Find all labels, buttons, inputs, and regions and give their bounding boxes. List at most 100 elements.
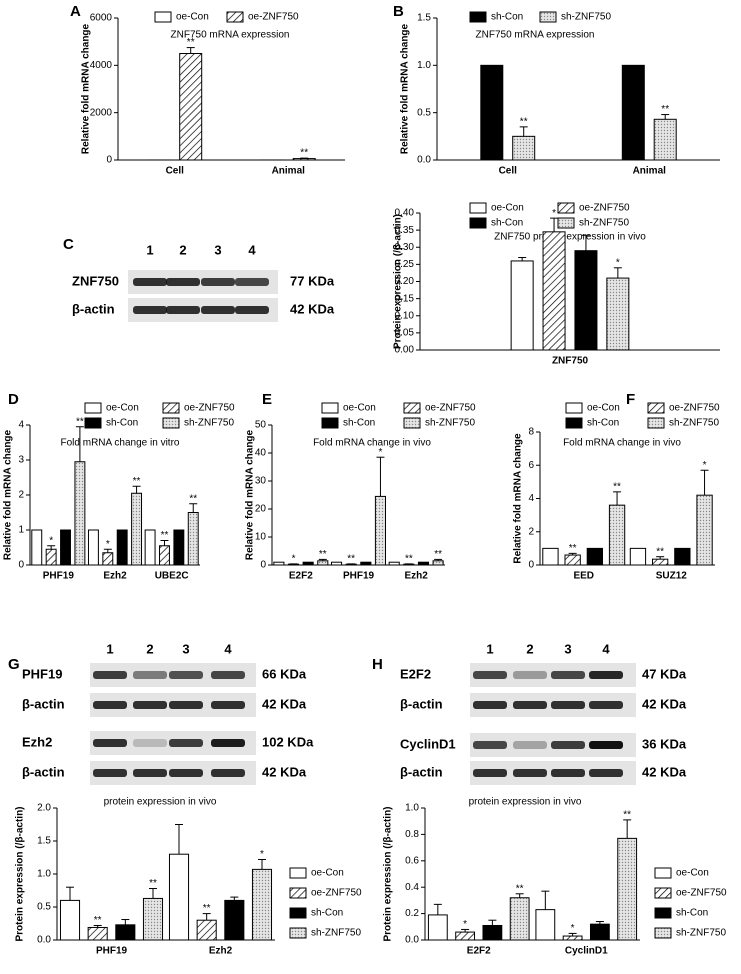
x-tick-label: E2F2 (289, 571, 313, 582)
error-bar (66, 886, 75, 901)
chart-title: ZNF750 mRNA expression (171, 30, 290, 41)
blot-band (201, 278, 235, 286)
blot-band (93, 739, 127, 747)
error-bar (568, 932, 577, 937)
blot-band (589, 741, 623, 749)
error-bar (121, 919, 130, 925)
legend-label: oe-Con (491, 203, 524, 214)
bar (360, 561, 372, 566)
error-bar (132, 485, 141, 494)
y-tick-label: 0.2 (405, 908, 419, 919)
blot-band (473, 741, 507, 749)
protein-name: β-actin (400, 764, 443, 779)
legend-label: sh-Con (311, 908, 343, 919)
legend-label: sh-Con (106, 418, 138, 429)
y-axis-label: Relative fold mRNA change (245, 429, 256, 560)
y-tick-label: 50 (255, 420, 267, 431)
error-bar (160, 540, 169, 546)
x-tick-label: SUZ12 (656, 571, 688, 582)
y-tick-label: 6 (528, 460, 534, 471)
x-tick-label: Ezh2 (404, 571, 428, 582)
bar (542, 231, 566, 351)
legend-swatch (226, 11, 244, 23)
significance-label: * (616, 257, 620, 268)
y-tick-label: 0 (260, 560, 266, 571)
significance-label: ** (656, 546, 664, 557)
significance-label: ** (405, 554, 413, 565)
protein-name: β-actin (22, 696, 65, 711)
x-tick-label: PHF19 (96, 946, 128, 957)
y-tick-label: 4000 (90, 60, 113, 71)
lane-number: 1 (146, 242, 153, 257)
y-tick-label: 4 (18, 420, 24, 431)
y-tick-label: 8 (528, 427, 534, 438)
error-bar (613, 491, 622, 506)
legend-swatch (289, 867, 307, 879)
blot-band (551, 769, 585, 777)
y-tick-label: 1.0 (417, 60, 431, 71)
blot-band (93, 671, 127, 679)
legend-label: oe-Con (311, 868, 344, 879)
legend-swatch (162, 417, 180, 429)
protein-name: PHF19 (22, 666, 62, 681)
bar (196, 919, 217, 941)
error-bar (257, 858, 266, 870)
legend-label: sh-ZNF750 (184, 418, 234, 429)
y-tick-label: 0.0 (405, 935, 419, 946)
panel-letter: A (70, 3, 81, 20)
legend-swatch (84, 402, 102, 414)
legend-swatch (557, 217, 575, 229)
y-tick-label: 0.5 (37, 902, 51, 913)
bar (589, 923, 610, 941)
x-tick-label: Cell (499, 166, 518, 177)
y-tick-label: 2000 (90, 107, 113, 118)
blot-band (166, 306, 200, 314)
y-tick-label: 2 (18, 490, 24, 501)
error-bar (661, 114, 670, 120)
significance-label: * (552, 208, 556, 219)
chart-title: ZNF750 protein expression in vivo (494, 232, 646, 243)
legend-label: sh-ZNF750 (579, 218, 629, 229)
y-tick-label: 2.0 (37, 803, 51, 814)
significance-label: ** (613, 481, 621, 492)
legend-swatch (565, 402, 583, 414)
significance-label: ** (434, 549, 442, 560)
chart-title: Fold mRNA change in vitro (61, 438, 180, 449)
bar (302, 561, 314, 566)
y-tick-label: 0.35 (395, 225, 415, 236)
blot-band (133, 769, 167, 777)
bar (651, 558, 669, 566)
significance-label: ** (520, 117, 528, 128)
bar (629, 547, 647, 566)
y-axis-label: Protein expression (/β-actin) (383, 806, 394, 941)
legend-label: sh-Con (491, 12, 523, 23)
significance-label: ** (76, 416, 84, 427)
significance-label: ** (94, 915, 102, 926)
blot-band (93, 769, 127, 777)
legend-swatch (647, 402, 665, 414)
significance-label: * (260, 849, 264, 860)
chart-title: ZNF750 mRNA expression (476, 30, 595, 41)
blot-band (133, 278, 167, 286)
error-bar (519, 126, 528, 137)
bar (374, 495, 386, 566)
protein-size: 36 KDa (642, 736, 687, 751)
lane-number: 1 (486, 641, 493, 656)
error-bar (318, 558, 327, 561)
error-bar (581, 234, 590, 251)
x-tick-label: Ezh2 (209, 946, 233, 957)
bar (696, 494, 713, 566)
significance-label: * (571, 923, 575, 934)
blot-band (513, 671, 547, 679)
legend-label: oe-ZNF750 (184, 403, 235, 414)
bar (562, 935, 583, 941)
bar (87, 529, 99, 566)
blot-band (166, 278, 200, 286)
y-tick-label: 4 (528, 493, 534, 504)
y-tick-label: 2 (528, 526, 534, 537)
lane-number: 3 (564, 641, 571, 656)
bar (608, 504, 626, 566)
lane-number: 4 (602, 641, 610, 656)
legend-label: sh-Con (491, 218, 523, 229)
significance-label: ** (203, 903, 211, 914)
